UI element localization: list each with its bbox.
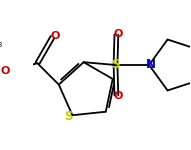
Text: O: O <box>1 66 10 76</box>
Text: S: S <box>111 58 120 71</box>
Text: CH$_3$: CH$_3$ <box>0 36 3 50</box>
Text: O: O <box>114 29 123 39</box>
Text: O: O <box>114 91 123 101</box>
Text: S: S <box>64 110 73 123</box>
Text: O: O <box>50 31 59 41</box>
Text: N: N <box>146 58 156 71</box>
